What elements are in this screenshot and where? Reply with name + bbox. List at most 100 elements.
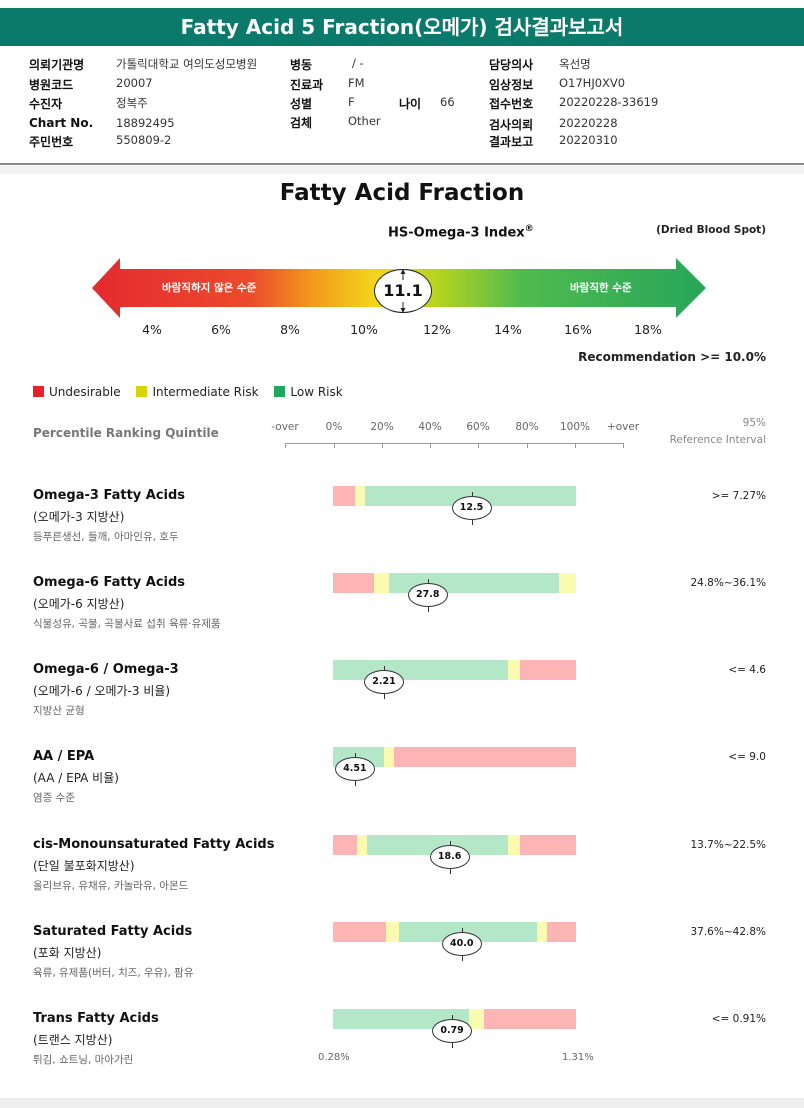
- marker-pointer: [427, 607, 429, 612]
- quintile-tick-label: 40%: [418, 421, 442, 433]
- row-name: Omega-6 Fatty Acids: [33, 575, 186, 590]
- risk-segment-red: [393, 747, 576, 767]
- row-name: cis-Monounsaturated Fatty Acids: [33, 837, 275, 852]
- legend-intermediate-label: Intermediate Risk: [152, 385, 259, 399]
- marker-pointer: [452, 1043, 454, 1048]
- risk-segment-red: [333, 486, 355, 506]
- marker-pointer: [354, 753, 356, 758]
- risk-segment-green: [333, 660, 508, 680]
- clinical-label: 임상정보: [489, 78, 534, 92]
- row-food-sources: 지방산 균형: [33, 705, 85, 717]
- row-reference-interval: <= 0.91%: [711, 1013, 766, 1025]
- result-date-value: 20220310: [559, 133, 618, 147]
- index-pointer-arrows: [400, 269, 406, 313]
- chart-no-value: 18892495: [116, 116, 175, 130]
- specimen-value: Other: [348, 114, 381, 128]
- section-title: Fatty Acid Fraction: [279, 180, 525, 206]
- quintile-tick-mark: [527, 443, 528, 448]
- risk-segment-yellow: [469, 1009, 484, 1029]
- report-title: Fatty Acid 5 Fraction(오메가) 검사결과보고서: [0, 8, 804, 46]
- risk-segment-yellow: [386, 922, 399, 942]
- footer-shade: [0, 1098, 804, 1108]
- row-subtitle: (오메가-6 지방산): [33, 597, 125, 611]
- fatty-acid-row: Omega-3 Fatty Acids (오메가-3 지방산) 등푸른생선, 들깨,…: [0, 486, 804, 576]
- marker-pointer: [384, 694, 386, 699]
- result-value-marker: 40.0: [441, 932, 482, 956]
- sex-label: 성별: [290, 97, 313, 111]
- hospital-code-label: 병원코드: [29, 78, 74, 92]
- fatty-acid-row: Omega-6 / Omega-3 (오메가-6 / 오메가-3 비율) 지방산 균…: [0, 660, 804, 750]
- clinical-value: O17HJ0XV0: [559, 76, 626, 90]
- risk-bar: 2.21: [333, 660, 576, 699]
- legend-intermediate: Intermediate Risk: [136, 385, 259, 399]
- risk-bar: 40.0: [333, 922, 576, 961]
- chart-no-label: Chart No.: [29, 116, 94, 130]
- index-tick-label: 12%: [423, 322, 451, 337]
- fatty-acid-row: AA / EPA (AA / EPA 비율) 염증 수준 <= 9.0 4.51: [0, 747, 804, 837]
- row-food-sources: 염증 수준: [33, 792, 75, 804]
- result-value-marker: 27.8: [407, 583, 448, 607]
- request-date-value: 20220228: [559, 116, 618, 130]
- risk-legend: Undesirable Intermediate Risk Low Risk: [33, 385, 355, 399]
- quintile-tick-mark: [430, 443, 431, 448]
- institution-label: 의뢰기관명: [29, 58, 85, 72]
- row-name: AA / EPA: [33, 749, 95, 764]
- row-subtitle: (트랜스 지방산): [33, 1033, 113, 1047]
- index-tick-label: 6%: [211, 322, 231, 337]
- quintile-tick-mark: [382, 443, 383, 448]
- quintile-tick-label: 60%: [466, 421, 490, 433]
- row-name: Omega-6 / Omega-3: [33, 662, 179, 677]
- index-tick-label: 18%: [634, 322, 662, 337]
- specimen-note: (Dried Blood Spot): [656, 224, 766, 236]
- trans-axis-min: 0.28%: [318, 1052, 350, 1063]
- index-value: 11.1: [383, 281, 423, 300]
- row-food-sources: 식물성유, 곡물, 곡물사료 섭취 육류·유제품: [33, 618, 221, 630]
- risk-segment-yellow: [537, 922, 547, 942]
- quintile-tick-label: 100%: [559, 421, 591, 433]
- dept-value: FM: [348, 76, 365, 90]
- risk-segment-yellow: [507, 660, 521, 680]
- row-subtitle: (AA / EPA 비율): [33, 771, 119, 785]
- quintile-tick-label: 0%: [325, 421, 343, 433]
- risk-segment-red: [520, 660, 576, 680]
- risk-segment-red: [333, 835, 358, 855]
- row-reference-interval: <= 4.6: [728, 664, 766, 676]
- marker-pointer: [471, 520, 473, 525]
- examinee-label: 수진자: [29, 97, 63, 111]
- result-value-marker: 18.6: [429, 845, 470, 869]
- risk-segment-red: [546, 922, 576, 942]
- omega3-index-gauge: 바람직하지 않은 수준 바람직한 수준 11.1: [92, 258, 712, 324]
- ward-value: / -: [352, 56, 364, 70]
- row-name: Trans Fatty Acids: [33, 1011, 159, 1026]
- accession-label: 접수번호: [489, 97, 534, 111]
- risk-segment-yellow: [384, 747, 394, 767]
- quintile-tick-label: 80%: [515, 421, 539, 433]
- risk-bar: 4.51: [333, 747, 576, 786]
- row-food-sources: 올리브유, 유채유, 카놀라유, 아몬드: [33, 880, 189, 892]
- recommendation: Recommendation >= 10.0%: [578, 350, 766, 364]
- quintile-tick-mark: [334, 443, 335, 448]
- row-name: Saturated Fatty Acids: [33, 924, 193, 939]
- risk-segment-red: [333, 922, 387, 942]
- hospital-code-value: 20007: [116, 76, 153, 90]
- risk-segment-yellow: [374, 573, 389, 593]
- quintile-tick-mark: [575, 443, 576, 448]
- quintile-tick-mark: [478, 443, 479, 448]
- legend-swatch-green: [274, 386, 286, 397]
- legend-low-risk-label: Low Risk: [290, 385, 343, 399]
- marker-pointer: [461, 956, 463, 961]
- quintile-tick-label: +over: [606, 421, 640, 433]
- result-value-marker: 4.51: [334, 757, 375, 781]
- ref-interval-header-label: Reference Interval: [669, 434, 766, 446]
- risk-segment-yellow: [354, 486, 365, 506]
- resident-no-value: 550809-2: [116, 133, 172, 147]
- row-food-sources: 등푸른생선, 들깨, 아마인유, 호두: [33, 531, 179, 543]
- row-subtitle: (오메가-6 / 오메가-3 비율): [33, 684, 171, 698]
- marker-pointer: [452, 1015, 454, 1020]
- row-reference-interval: >= 7.27%: [711, 490, 766, 502]
- desirable-level-label: 바람직한 수준: [570, 282, 632, 294]
- legend-undesirable: Undesirable: [33, 385, 121, 399]
- resident-no-label: 주민번호: [29, 135, 74, 149]
- legend-low-risk: Low Risk: [274, 385, 343, 399]
- ward-label: 병동: [290, 58, 313, 72]
